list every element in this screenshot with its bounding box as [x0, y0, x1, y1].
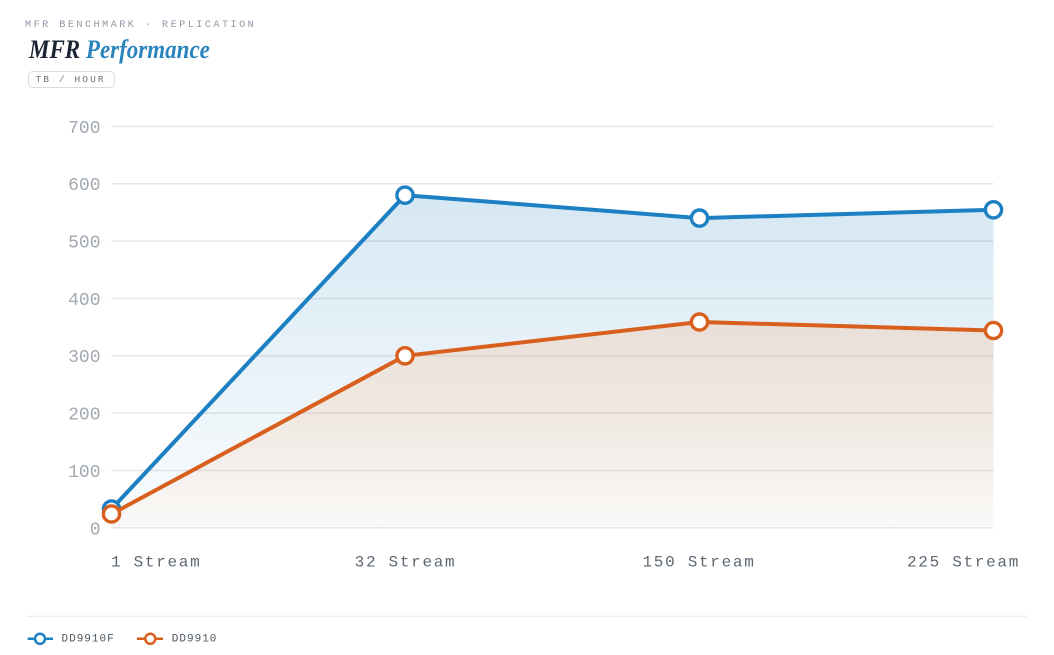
- svg-text:100: 100: [68, 463, 100, 483]
- svg-text:400: 400: [68, 291, 100, 311]
- svg-text:0: 0: [90, 520, 101, 540]
- svg-text:150 Stream: 150 Stream: [642, 554, 755, 572]
- svg-text:DD9910F: DD9910F: [62, 633, 115, 645]
- svg-text:1 Stream: 1 Stream: [111, 554, 201, 572]
- svg-text:DD9910: DD9910: [172, 633, 218, 645]
- svg-text:500: 500: [68, 234, 100, 254]
- svg-text:700: 700: [68, 119, 100, 139]
- svg-text:200: 200: [68, 406, 100, 426]
- svg-text:600: 600: [68, 176, 100, 196]
- svg-text:32 Stream: 32 Stream: [355, 554, 457, 572]
- svg-text:300: 300: [68, 348, 100, 368]
- svg-text:225 Stream: 225 Stream: [907, 554, 1020, 572]
